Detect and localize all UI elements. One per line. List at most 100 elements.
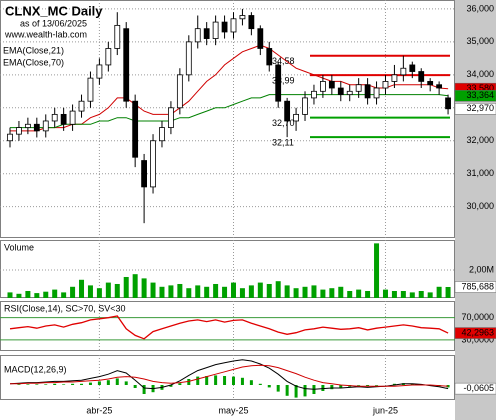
- volume-bar: [320, 289, 326, 298]
- volume-bar: [436, 286, 442, 298]
- candle-body: [168, 107, 174, 128]
- legend-entry: EMA(Close,70): [3, 57, 64, 67]
- volume-bar: [311, 285, 317, 298]
- candle-body: [159, 127, 165, 142]
- subtitle: as of 13/06/2025: [20, 18, 87, 28]
- volume-bar: [347, 290, 353, 298]
- macd-histogram-bar: [223, 376, 227, 385]
- candle-body: [373, 87, 380, 99]
- candle-body: [382, 81, 389, 89]
- y-tick-label: 32,000: [466, 135, 494, 145]
- candle-body: [141, 160, 148, 188]
- macd-histogram-bar: [97, 381, 101, 385]
- x-tick-label: abr-25: [86, 405, 112, 415]
- volume-bar: [105, 282, 111, 298]
- panel-title: RSI(Close,14), SC>70, SV<30: [4, 303, 126, 313]
- volume-bar: [87, 285, 93, 298]
- macd-histogram-bar: [26, 384, 30, 385]
- volume-bar: [43, 291, 49, 298]
- macd-histogram-bar: [115, 378, 119, 385]
- value-box: [454, 90, 496, 102]
- value-box: [454, 382, 496, 395]
- candle-body: [230, 18, 237, 33]
- candle-body: [132, 100, 139, 158]
- candle-body: [221, 21, 228, 33]
- volume-bar: [141, 278, 147, 298]
- value-box: [454, 103, 496, 115]
- candle-body: [78, 100, 85, 112]
- macd-histogram-bar: [35, 384, 39, 385]
- macd-histogram-bar: [366, 385, 370, 387]
- volume-bar: [222, 286, 228, 298]
- panel-frame: [0, 301, 455, 351]
- x-tick-label: may-25: [218, 405, 248, 415]
- macd-histogram-bar: [133, 385, 137, 388]
- volume-bar: [329, 288, 335, 298]
- y-tick-label: 30,000: [466, 201, 494, 211]
- source: www.wealth-lab.com: [4, 29, 87, 39]
- value-box-label: -0,0605: [463, 383, 494, 393]
- axis-background: [455, 0, 496, 420]
- macd-histogram-bar: [169, 385, 173, 387]
- candle-body: [114, 24, 121, 49]
- candle-body: [355, 84, 362, 92]
- macd-histogram-bar: [357, 385, 361, 386]
- volume-bar: [204, 286, 210, 298]
- volume-bar: [445, 286, 451, 298]
- y-tick-label: 30,0000: [461, 334, 494, 344]
- level-label: 32,70: [272, 118, 295, 128]
- candle-body: [33, 123, 40, 132]
- candle-body: [427, 81, 434, 86]
- panel-title: MACD(12,26,9): [4, 364, 67, 374]
- candle-body: [337, 87, 344, 96]
- volume-bar: [114, 283, 120, 298]
- macd-histogram-bar: [71, 383, 75, 385]
- candle-body: [248, 15, 255, 30]
- volume-bar: [338, 286, 344, 298]
- macd-line: [10, 364, 449, 387]
- volume-bar: [96, 288, 102, 298]
- volume-bar: [374, 243, 380, 298]
- volume-bar: [427, 292, 433, 298]
- value-box: [454, 327, 496, 339]
- macd-histogram-bar: [294, 385, 298, 398]
- chart-title: CLNX_MC Daily: [5, 3, 103, 18]
- candle-body: [69, 110, 76, 125]
- candle-body: [346, 90, 353, 96]
- macd-histogram-bar: [17, 384, 21, 385]
- volume-bar: [382, 289, 388, 298]
- macd-histogram-bar: [44, 384, 48, 385]
- panel-frame: [0, 0, 455, 238]
- macd-histogram-bar: [178, 383, 182, 385]
- candle-body: [239, 15, 246, 20]
- macd-histogram-bar: [214, 375, 218, 385]
- macd-histogram-bar: [330, 385, 334, 390]
- macd-histogram-bar: [339, 385, 343, 388]
- ema-line: [10, 44, 449, 132]
- panel-frame: [0, 240, 455, 298]
- candle-body: [284, 100, 291, 122]
- candle-body: [123, 28, 130, 102]
- volume-bar: [248, 285, 254, 298]
- volume-bar: [7, 292, 13, 298]
- volume-bar: [159, 286, 165, 298]
- volume-bar: [61, 292, 67, 298]
- volume-bar: [391, 290, 397, 298]
- macd-histogram-bar: [124, 381, 128, 385]
- candle-body: [203, 28, 210, 39]
- candle-body: [150, 140, 156, 188]
- macd-histogram-bar: [392, 383, 396, 385]
- macd-histogram-bar: [53, 383, 57, 385]
- macd-histogram-bar: [106, 380, 110, 385]
- value-box-label: 32,970: [466, 103, 494, 113]
- candle-body: [266, 48, 273, 66]
- level-label: 34,58: [272, 56, 295, 66]
- volume-bar: [16, 293, 22, 298]
- candle-body: [96, 64, 103, 79]
- volume-bar: [356, 289, 362, 298]
- candle-body: [302, 97, 308, 115]
- macd-histogram-bar: [232, 376, 235, 385]
